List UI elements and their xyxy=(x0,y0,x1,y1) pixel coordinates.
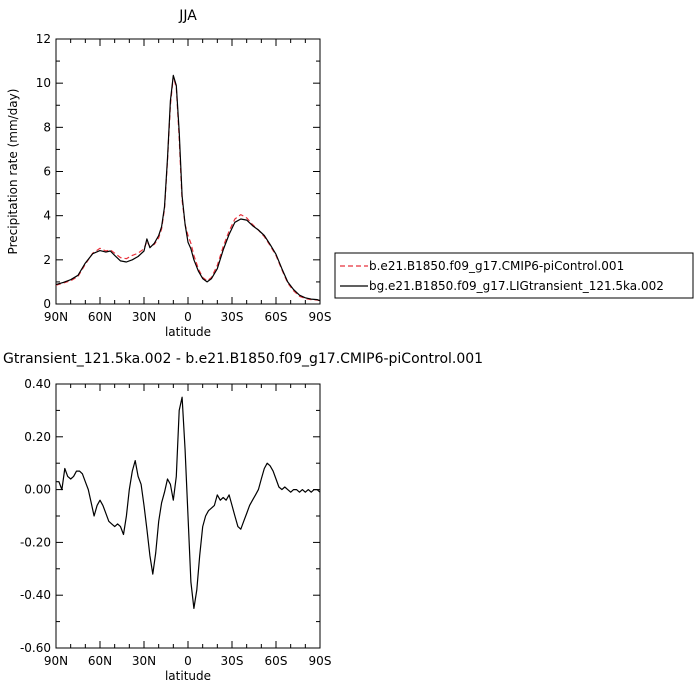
x-tick-label: 60N xyxy=(88,654,112,668)
x-tick-label: 90N xyxy=(44,310,68,324)
y-tick-label: 8 xyxy=(43,120,51,134)
x-tick-label: 60N xyxy=(88,310,112,324)
y-tick-label: 0 xyxy=(43,297,51,311)
chart-title: Gtransient_121.5ka.002 - b.e21.B1850.f09… xyxy=(3,351,483,367)
x-tick-label: 0 xyxy=(184,310,192,324)
y-tick-label: -0.40 xyxy=(20,588,51,602)
x-axis-label: latitude xyxy=(165,669,211,683)
chart-1: JJA 90N 60N 30N 0 30S 60S 90S 0 2 4 6 8 10 12 latitude P… xyxy=(6,8,694,339)
y-tick-label: 2 xyxy=(43,253,51,267)
x-tick-label: 60S xyxy=(265,654,288,668)
y-tick-label: 10 xyxy=(36,76,51,90)
chart-2: Gtransient_121.5ka.002 - b.e21.B1850.f09… xyxy=(3,351,483,683)
x-tick-label: 90S xyxy=(309,654,332,668)
x-tick-label: 90N xyxy=(44,654,68,668)
x-tick-label: 30S xyxy=(221,654,244,668)
x-tick-label: 0 xyxy=(184,654,192,668)
legend-box xyxy=(334,252,694,299)
y-tick-label: 6 xyxy=(43,165,51,179)
legend-label-1: b.e21.B1850.f09_g17.CMIP6-piControl.001 xyxy=(369,259,624,273)
series-line-1 xyxy=(56,396,321,610)
x-tick-label: 30S xyxy=(221,310,244,324)
y-tick-label: 0.40 xyxy=(24,377,51,391)
y-tick-label: 0.20 xyxy=(24,430,51,444)
series-line-2 xyxy=(55,74,321,302)
y-tick-label: -0.20 xyxy=(20,535,51,549)
x-tick-label: 60S xyxy=(265,310,288,324)
y-tick-label: 12 xyxy=(36,32,51,46)
y-tick-label: 4 xyxy=(43,209,51,223)
y-tick-label: 0.00 xyxy=(24,483,51,497)
x-axis-label: latitude xyxy=(165,325,211,339)
series-line-1 xyxy=(55,75,321,302)
y-axis-label: Precipitation rate (mm/day) xyxy=(6,89,20,255)
x-tick-label: 30N xyxy=(132,310,156,324)
y-tick-label: -0.60 xyxy=(20,641,51,655)
legend-label-2: bg.e21.B1850.f09_g17.LIGtransient_121.5k… xyxy=(369,279,664,293)
x-tick-label: 30N xyxy=(132,654,156,668)
chart-title: JJA xyxy=(178,8,197,24)
legend: b.e21.B1850.f09_g17.CMIP6-piControl.001b… xyxy=(334,252,694,299)
x-tick-label: 90S xyxy=(309,310,332,324)
